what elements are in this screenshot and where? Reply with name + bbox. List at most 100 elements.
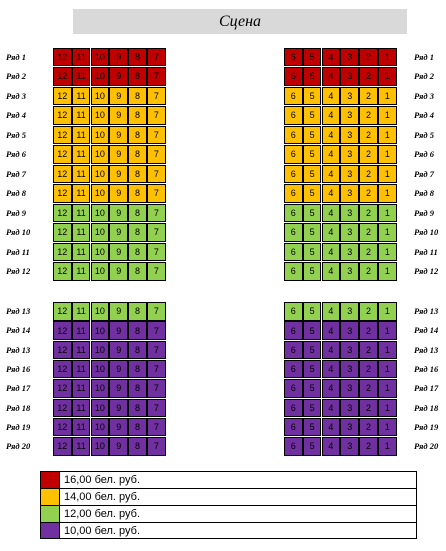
seat[interactable]: 11 [71, 262, 91, 281]
seat[interactable]: 6 [284, 223, 303, 242]
seat[interactable]: 12 [53, 125, 72, 144]
seat[interactable]: 4 [321, 437, 341, 456]
seat[interactable]: 12 [53, 47, 72, 66]
seat[interactable]: 1 [378, 340, 397, 360]
seat[interactable]: 12 [53, 106, 72, 125]
seat[interactable]: 6 [284, 340, 303, 360]
seat[interactable]: 6 [284, 47, 303, 66]
seat[interactable]: 10 [90, 321, 110, 340]
seat[interactable]: 2 [359, 417, 378, 437]
seat[interactable]: 11 [71, 164, 91, 183]
seat[interactable]: 2 [359, 106, 378, 125]
seat[interactable]: 10 [90, 359, 110, 379]
seat[interactable]: 4 [321, 67, 341, 86]
seat[interactable]: 12 [53, 67, 72, 86]
seat[interactable]: 5 [302, 203, 322, 222]
seat[interactable]: 1 [378, 398, 397, 417]
seat[interactable]: 7 [147, 145, 166, 164]
seat[interactable]: 10 [90, 242, 110, 261]
seat[interactable]: 8 [128, 164, 147, 183]
seat[interactable]: 2 [359, 184, 378, 203]
seat[interactable]: 7 [147, 86, 166, 105]
seat[interactable]: 9 [109, 321, 128, 340]
seat[interactable]: 8 [128, 184, 147, 203]
seat[interactable]: 1 [378, 106, 397, 125]
seat[interactable]: 12 [53, 379, 72, 398]
seat[interactable]: 3 [340, 203, 359, 222]
seat[interactable]: 2 [359, 145, 378, 164]
seat[interactable]: 8 [128, 321, 147, 340]
seat[interactable]: 11 [71, 398, 91, 417]
seat[interactable]: 12 [53, 302, 72, 321]
seat[interactable]: 2 [359, 47, 378, 66]
seat[interactable]: 8 [128, 145, 147, 164]
seat[interactable]: 7 [147, 379, 166, 398]
seat[interactable]: 11 [71, 417, 91, 437]
seat[interactable]: 9 [109, 437, 128, 456]
seat[interactable]: 12 [53, 223, 72, 242]
seat[interactable]: 11 [71, 145, 91, 164]
seat[interactable]: 3 [340, 223, 359, 242]
seat[interactable]: 12 [53, 145, 72, 164]
seat[interactable]: 3 [340, 164, 359, 183]
seat[interactable]: 3 [340, 125, 359, 144]
seat[interactable]: 11 [71, 340, 91, 360]
seat[interactable]: 12 [53, 321, 72, 340]
seat[interactable]: 9 [109, 262, 128, 281]
seat[interactable]: 2 [359, 242, 378, 261]
seat[interactable]: 2 [359, 67, 378, 86]
seat[interactable]: 11 [71, 86, 91, 105]
seat[interactable]: 5 [302, 379, 322, 398]
seat[interactable]: 4 [321, 379, 341, 398]
seat[interactable]: 6 [284, 184, 303, 203]
seat[interactable]: 10 [90, 184, 110, 203]
seat[interactable]: 7 [147, 223, 166, 242]
seat[interactable]: 3 [340, 262, 359, 281]
seat[interactable]: 6 [284, 359, 303, 379]
seat[interactable]: 4 [321, 184, 341, 203]
seat[interactable]: 8 [128, 302, 147, 321]
seat[interactable]: 5 [302, 47, 322, 66]
seat[interactable]: 3 [340, 321, 359, 340]
seat[interactable]: 11 [71, 203, 91, 222]
seat[interactable]: 6 [284, 417, 303, 437]
seat[interactable]: 9 [109, 47, 128, 66]
seat[interactable]: 3 [340, 242, 359, 261]
seat[interactable]: 5 [302, 86, 322, 105]
seat[interactable]: 7 [147, 184, 166, 203]
seat[interactable]: 7 [147, 340, 166, 360]
seat[interactable]: 6 [284, 398, 303, 417]
seat[interactable]: 6 [284, 125, 303, 144]
seat[interactable]: 2 [359, 359, 378, 379]
seat[interactable]: 11 [71, 321, 91, 340]
seat[interactable]: 4 [321, 203, 341, 222]
seat[interactable]: 1 [378, 67, 397, 86]
seat[interactable]: 7 [147, 106, 166, 125]
seat[interactable]: 9 [109, 223, 128, 242]
seat[interactable]: 8 [128, 47, 147, 66]
seat[interactable]: 5 [302, 359, 322, 379]
seat[interactable]: 3 [340, 437, 359, 456]
seat[interactable]: 3 [340, 302, 359, 321]
seat[interactable]: 12 [53, 242, 72, 261]
seat[interactable]: 2 [359, 262, 378, 281]
seat[interactable]: 7 [147, 164, 166, 183]
seat[interactable]: 6 [284, 67, 303, 86]
seat[interactable]: 6 [284, 379, 303, 398]
seat[interactable]: 4 [321, 340, 341, 360]
seat[interactable]: 1 [378, 164, 397, 183]
seat[interactable]: 4 [321, 223, 341, 242]
seat[interactable]: 10 [90, 340, 110, 360]
seat[interactable]: 3 [340, 340, 359, 360]
seat[interactable]: 7 [147, 302, 166, 321]
seat[interactable]: 11 [71, 379, 91, 398]
seat[interactable]: 8 [128, 67, 147, 86]
seat[interactable]: 8 [128, 86, 147, 105]
seat[interactable]: 3 [340, 86, 359, 105]
seat[interactable]: 3 [340, 184, 359, 203]
seat[interactable]: 9 [109, 125, 128, 144]
seat[interactable]: 2 [359, 321, 378, 340]
seat[interactable]: 12 [53, 184, 72, 203]
seat[interactable]: 4 [321, 164, 341, 183]
seat[interactable]: 12 [53, 417, 72, 437]
